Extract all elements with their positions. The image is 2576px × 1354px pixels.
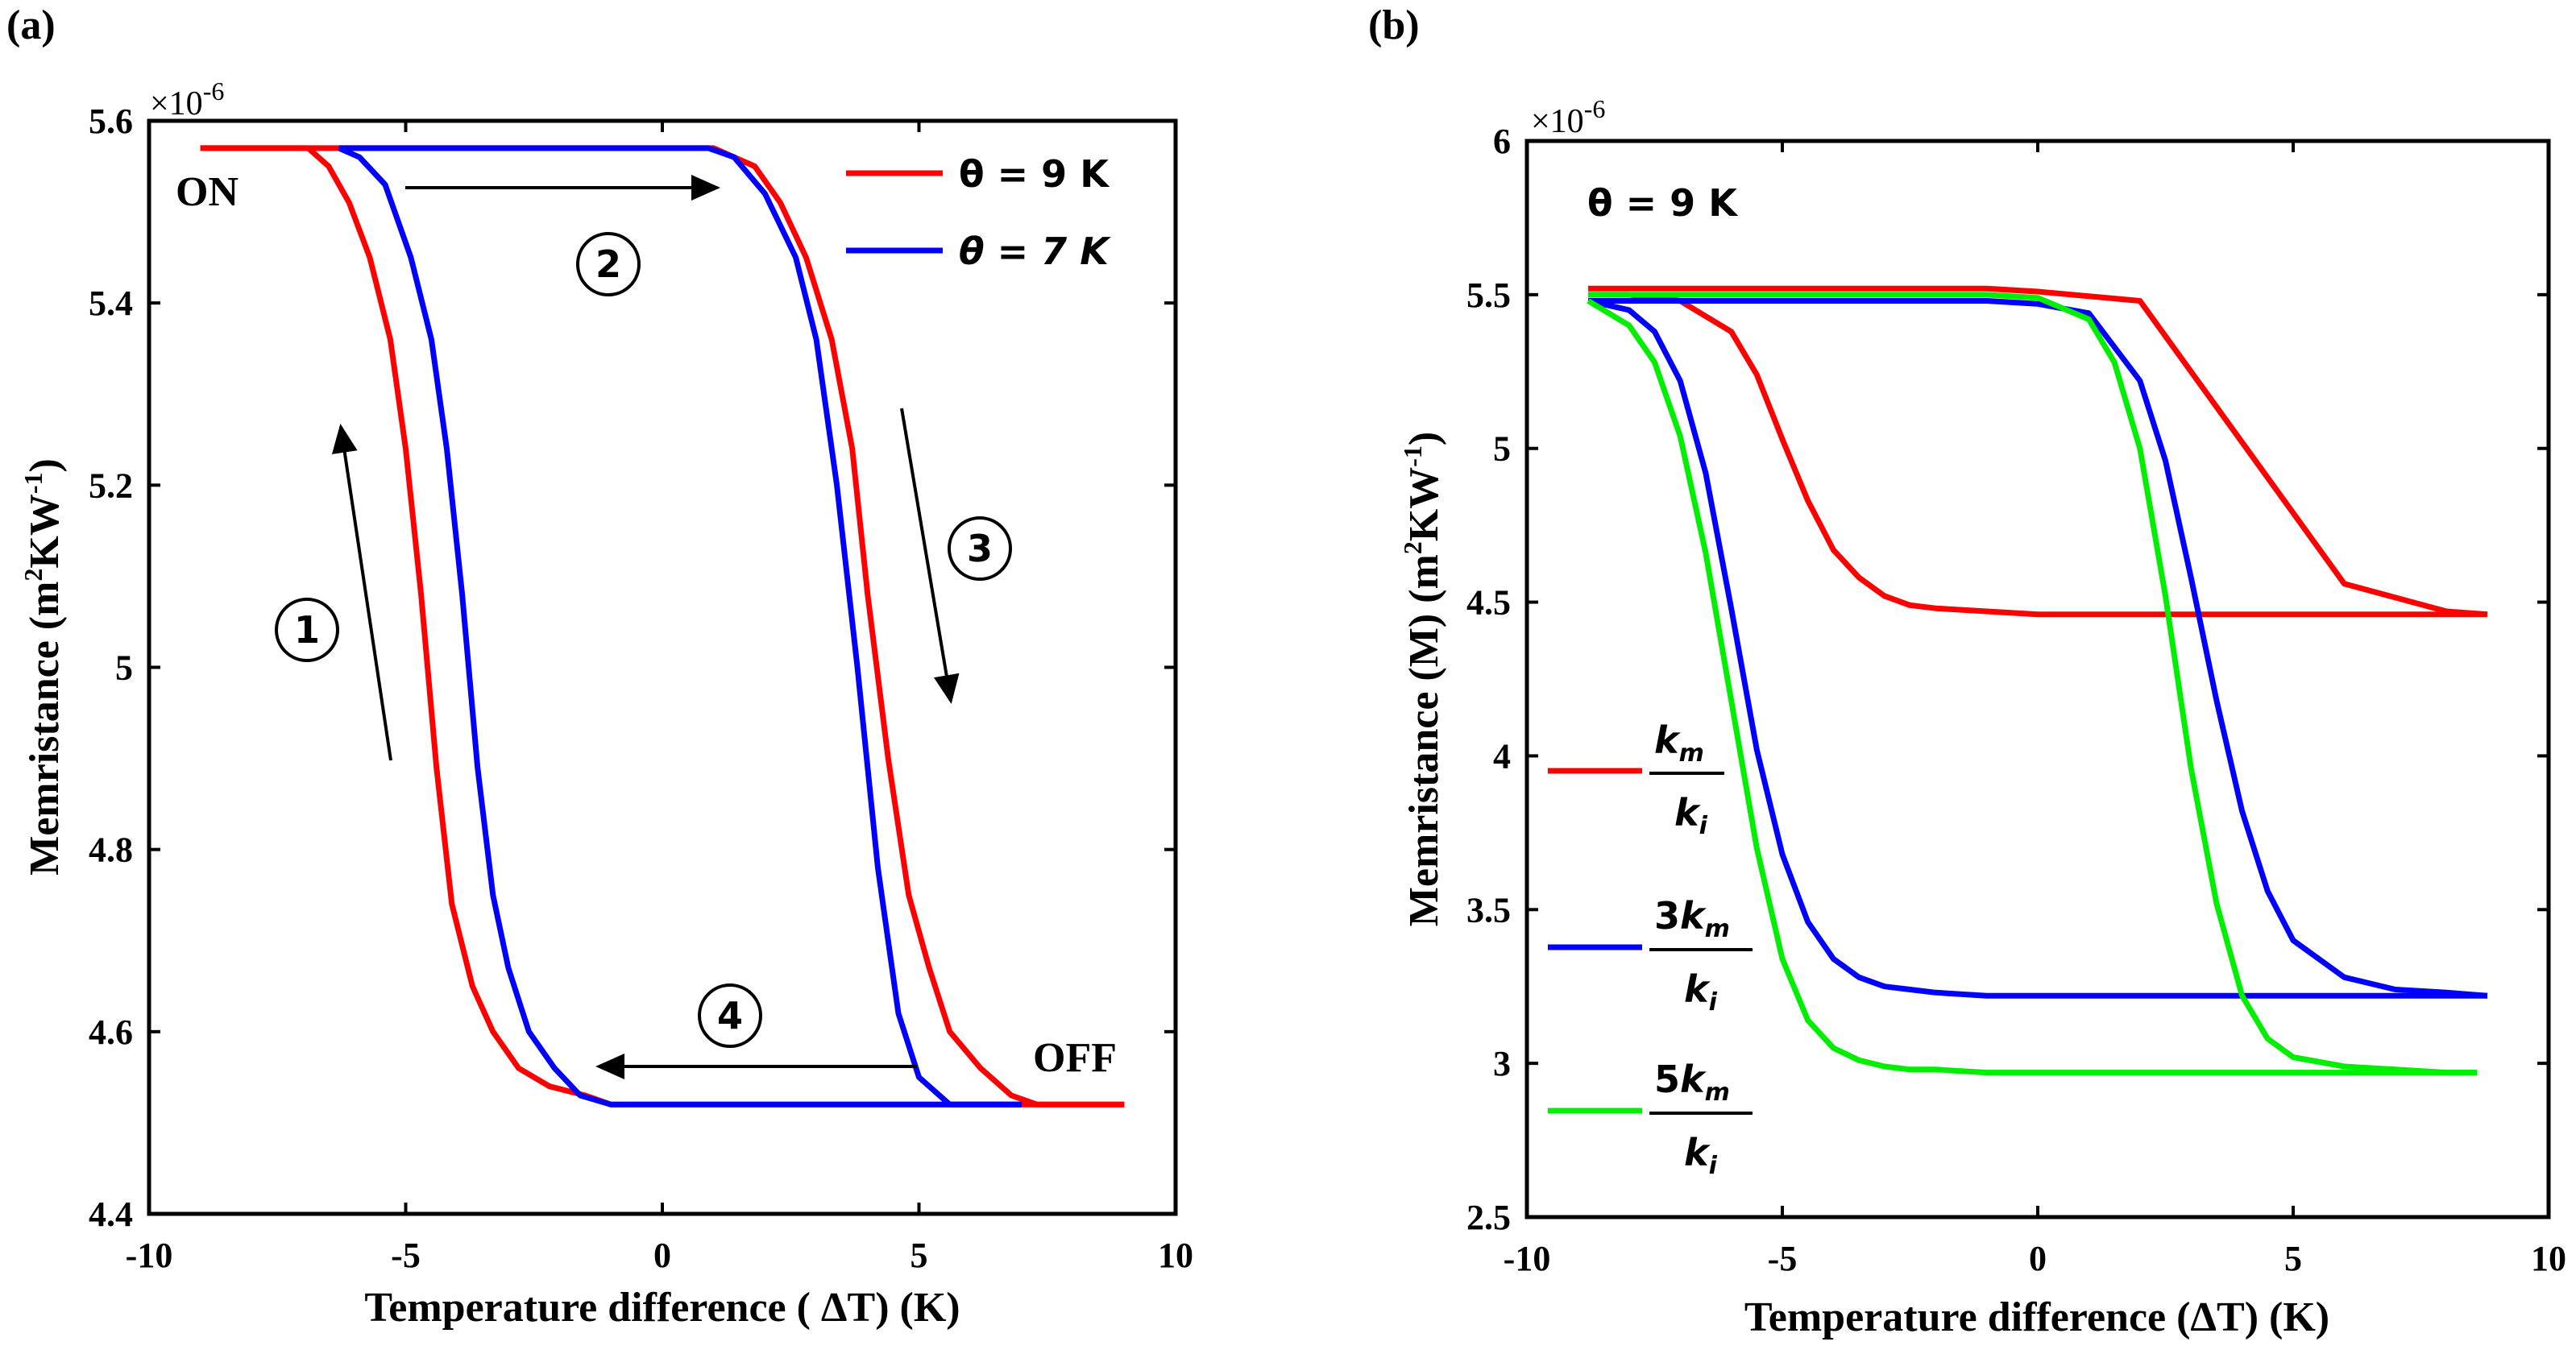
series-1-forward-line xyxy=(1587,298,2487,999)
series-2-return-line xyxy=(1588,292,2478,1076)
svg-text:3: 3 xyxy=(967,527,993,570)
y-tick-label: 5.4 xyxy=(89,284,133,323)
panel-b-y-axis-title: Memristance (M) (m2KW-1) xyxy=(1398,432,1447,926)
panel-b-legend-entry-3km-ki: 3km ki xyxy=(1548,894,1753,1017)
panel-a-arrow-3 xyxy=(900,408,960,704)
panel-b-legend-numerator-1: km xyxy=(1654,718,1704,768)
panel-b-series-group xyxy=(1587,285,2488,1076)
series-2-forward-line xyxy=(1587,298,2478,1076)
panel-b-legend-denominator-2: ki xyxy=(1684,967,1718,1017)
panel-a-legend: θ = 9 K θ = 7 K xyxy=(846,152,1111,273)
series-1-forward-line xyxy=(338,145,1022,1108)
panel-a-x-tick-labels: -10 -5 0 5 10 xyxy=(126,1236,1193,1275)
y-tick-label: 4.8 xyxy=(89,830,133,870)
panel-a-y-axis-title: Memristance (m2KW-1) xyxy=(19,458,68,876)
panel-a-exponent: ×10-6 xyxy=(150,77,224,122)
series-0-return-line xyxy=(1588,285,2488,618)
panel-a-label: (a) xyxy=(6,2,56,48)
svg-text:4: 4 xyxy=(717,994,743,1037)
y-tick-label: 2.5 xyxy=(1466,1198,1511,1237)
x-tick-label: 5 xyxy=(911,1236,928,1275)
panel-a-step-3: 3 xyxy=(948,516,1012,581)
panel-b-legend-entry-5km-ki: 5km ki xyxy=(1548,1058,1753,1180)
panel-b-legend: km ki 3km ki 5km ki xyxy=(1548,718,1753,1180)
panel-b-legend-numerator-3: 5km xyxy=(1654,1058,1730,1107)
panel-b-legend-denominator-1: ki xyxy=(1674,791,1708,840)
panel-b-y-tick-labels: 2.5 3 3.5 4 4.5 5 5.5 6 xyxy=(1466,122,1511,1237)
y-tick-label: 4 xyxy=(1493,736,1511,776)
y-tick-label: 4.6 xyxy=(89,1012,133,1052)
x-tick-label: 5 xyxy=(2284,1239,2302,1278)
panel-a-off-label: OFF xyxy=(1033,1035,1117,1081)
panel-a-ticks xyxy=(147,119,1177,1215)
y-tick-label: 5.6 xyxy=(89,101,133,141)
svg-text:2: 2 xyxy=(595,242,621,286)
panel-b-theta-annotation: θ = 9 K xyxy=(1587,181,1739,225)
panel-b: (b) -10 -5 0 5 10 2.5 3 3.5 4 4.5 5 5.5 6 ×10-6 θ =… xyxy=(1368,2,2566,1340)
y-tick-label: 5 xyxy=(1493,429,1511,469)
x-tick-label: -5 xyxy=(1768,1239,1798,1278)
y-tick-label: 5 xyxy=(115,648,133,688)
y-tick-label: 5.2 xyxy=(89,466,133,505)
panel-b-exponent: ×10-6 xyxy=(1531,94,1605,140)
x-tick-label: -5 xyxy=(391,1236,421,1275)
x-tick-label: -10 xyxy=(1504,1239,1551,1278)
panel-a-arrow-1 xyxy=(331,424,392,761)
panel-a-y-tick-labels: 4.4 4.6 4.8 5 5.2 5.4 5.6 xyxy=(89,101,133,1234)
y-tick-label: 3 xyxy=(1493,1044,1511,1083)
panel-a-step-2: 2 xyxy=(576,232,641,296)
panel-a-legend-label-theta9: θ = 9 K xyxy=(959,152,1110,196)
y-tick-label: 4.4 xyxy=(89,1195,133,1234)
panel-b-plot-frame xyxy=(1524,139,2551,1219)
panel-a-legend-label-theta7: θ = 7 K xyxy=(959,230,1111,273)
series-1-return-line xyxy=(338,145,1022,1108)
panel-a-series-group xyxy=(200,145,1125,1108)
x-tick-label: 10 xyxy=(1158,1236,1193,1275)
panel-b-label: (b) xyxy=(1368,2,1420,48)
panel-b-legend-denominator-3: ki xyxy=(1684,1131,1718,1180)
series-0-forward-line xyxy=(1588,292,2487,618)
x-tick-label: 10 xyxy=(2531,1239,2566,1278)
y-tick-label: 4.5 xyxy=(1466,583,1511,623)
svg-text:1: 1 xyxy=(294,608,320,652)
y-tick-label: 5.5 xyxy=(1466,275,1511,315)
panel-b-legend-entry-km-ki: km ki xyxy=(1548,718,1724,840)
x-tick-label: -10 xyxy=(126,1236,173,1275)
panel-b-x-tick-labels: -10 -5 0 5 10 xyxy=(1504,1239,2566,1278)
panel-a-plot-frame xyxy=(147,118,1178,1216)
x-tick-label: 0 xyxy=(2029,1239,2047,1278)
panel-b-x-axis-title: Temperature difference (ΔT) (K) xyxy=(1744,1294,2329,1340)
panel-a-step-4: 4 xyxy=(698,983,762,1048)
panel-a-on-label: ON xyxy=(176,169,239,215)
panel-b-legend-numerator-2: 3km xyxy=(1654,894,1730,943)
panel-a-x-axis-title: Temperature difference ( ΔT) (K) xyxy=(364,1285,960,1331)
y-tick-label: 6 xyxy=(1493,122,1511,161)
panel-a-step-1: 1 xyxy=(275,598,339,662)
x-tick-label: 0 xyxy=(653,1236,671,1275)
y-tick-label: 3.5 xyxy=(1466,890,1511,930)
series-1-return-line xyxy=(1588,298,2488,999)
panel-a: (a) -10 -5 0 5 10 4.44.64.855.25.45.6 ×10-6 … xyxy=(6,2,1193,1331)
